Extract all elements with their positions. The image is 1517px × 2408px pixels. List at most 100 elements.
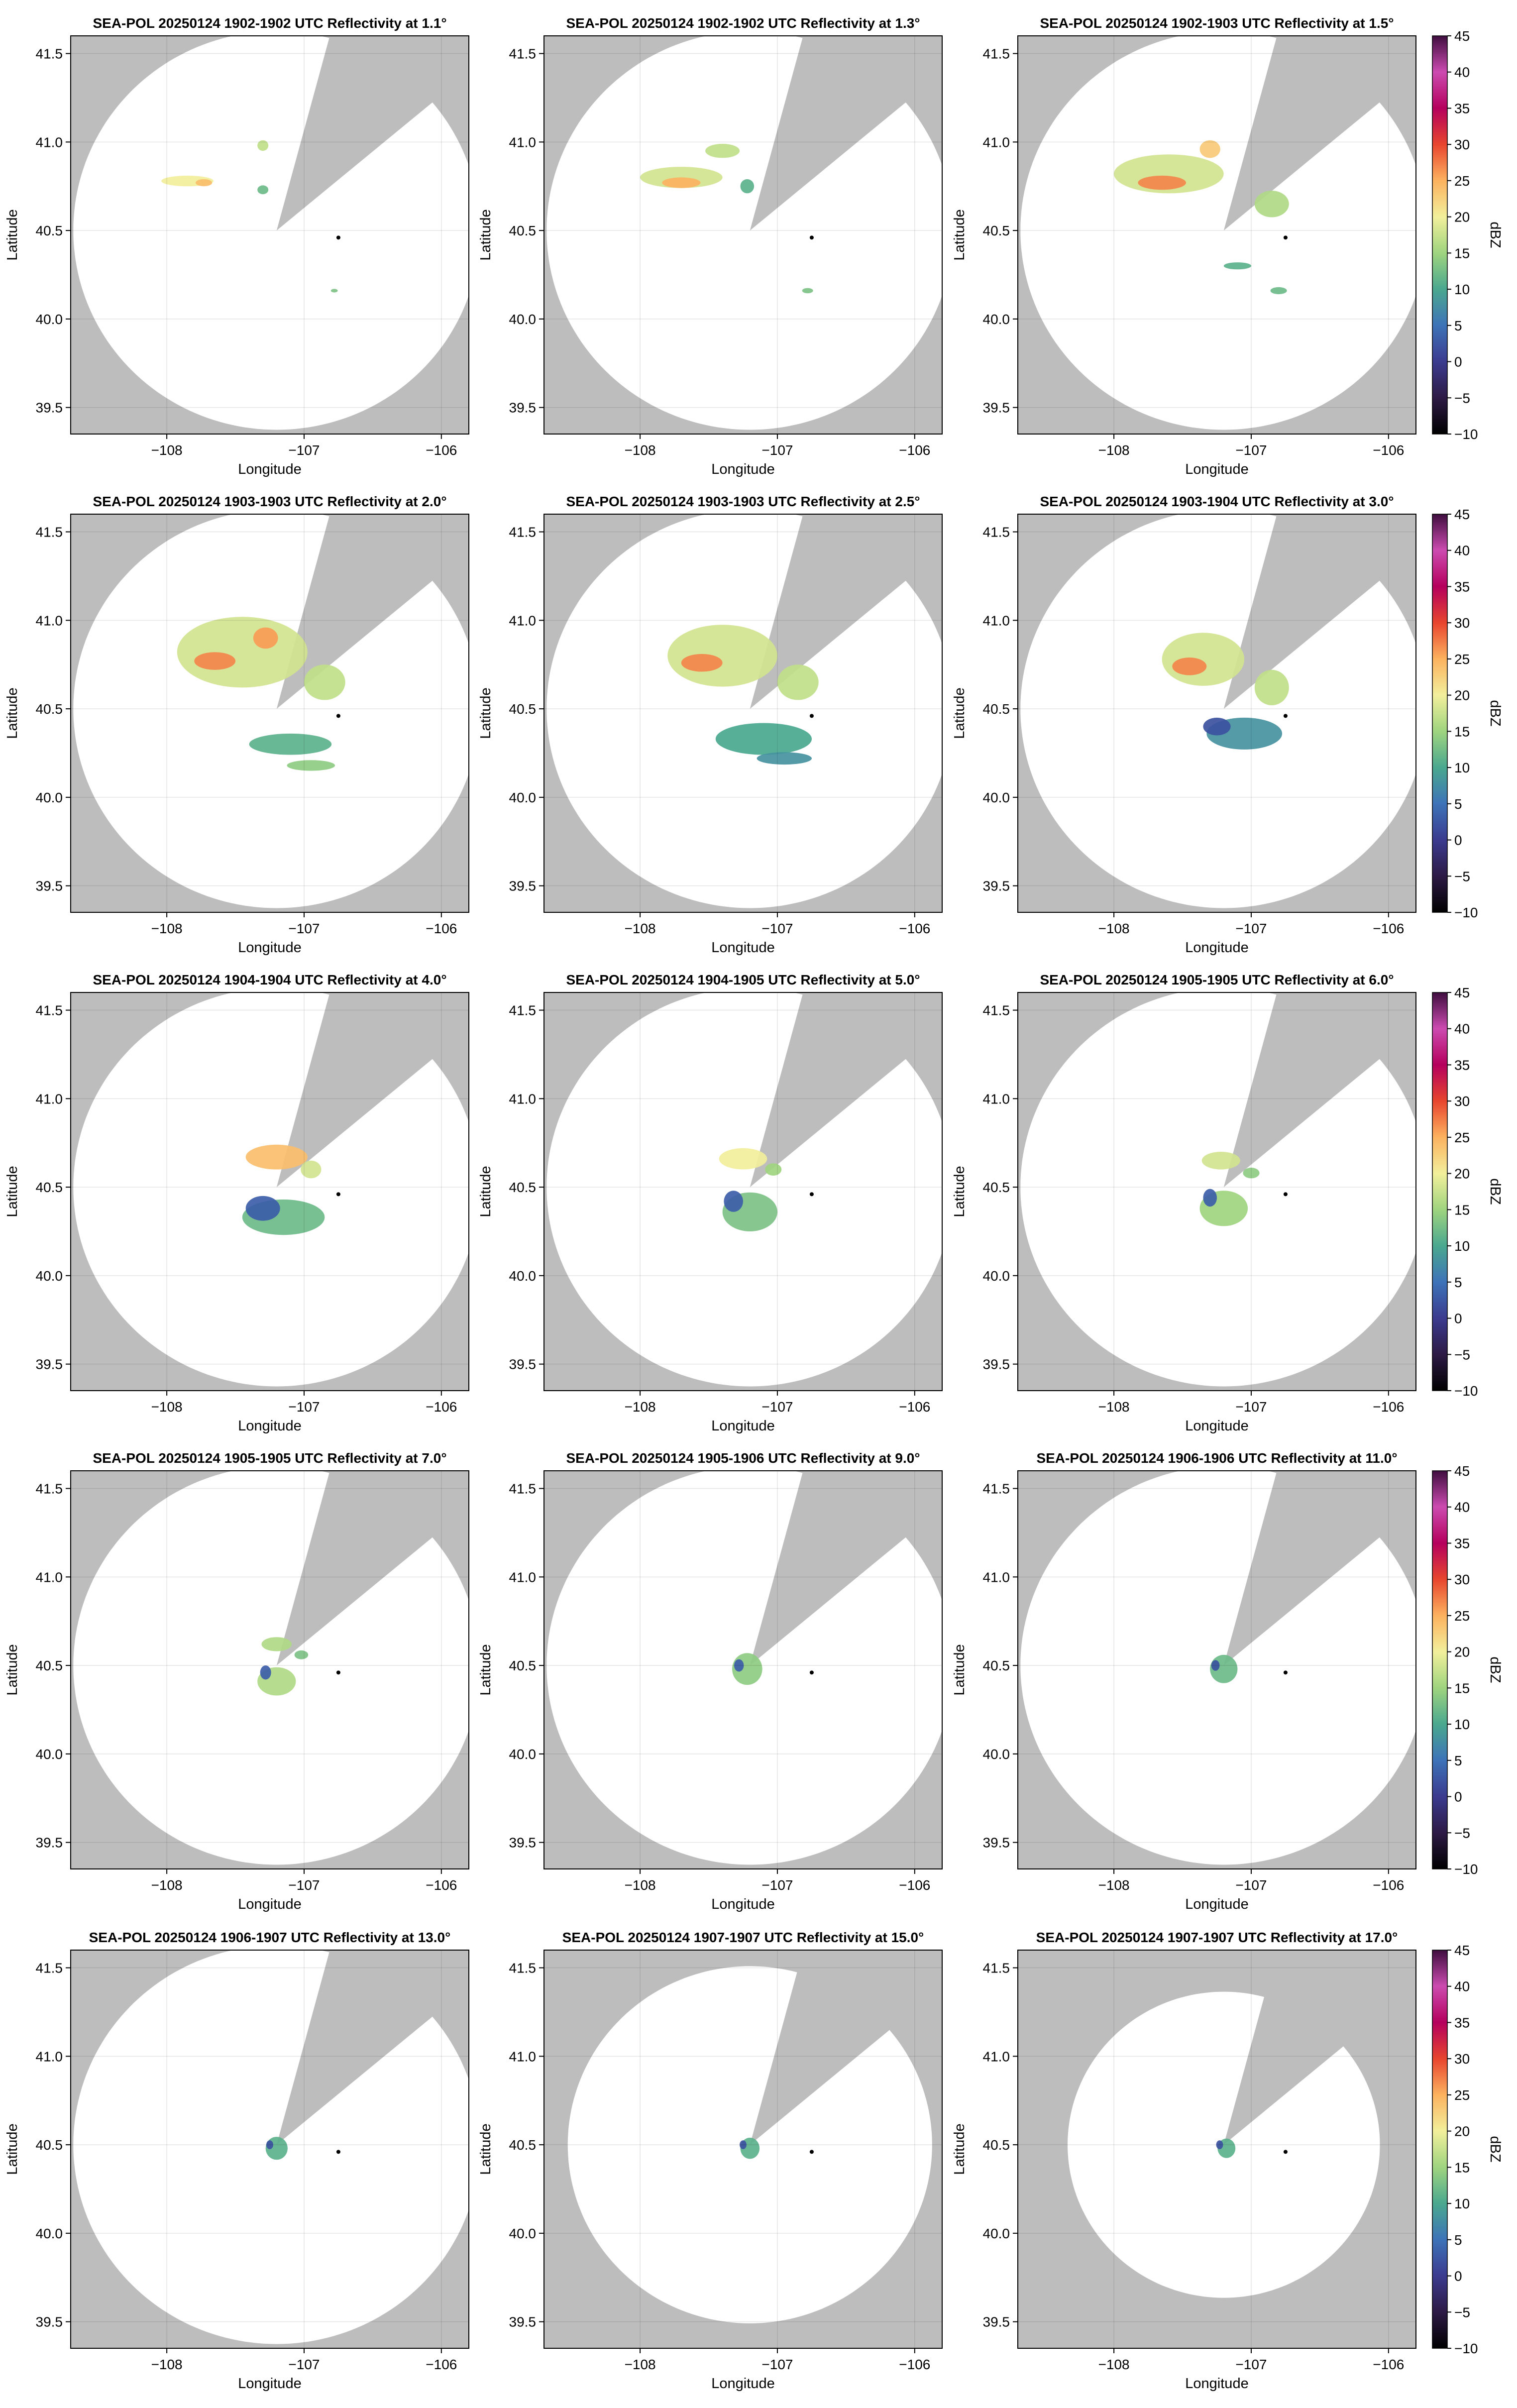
site-marker <box>1283 1192 1288 1197</box>
y-tick-label: 41.5 <box>36 1003 63 1018</box>
plot-frame <box>1017 514 1416 913</box>
y-axis-label: Latitude <box>478 2123 494 2175</box>
echo-region <box>301 1160 322 1179</box>
echo-region <box>1203 717 1231 736</box>
colorbar-tick-label: −5 <box>1454 1347 1470 1362</box>
x-tick-label: −106 <box>426 921 457 936</box>
echo-region <box>1211 1660 1220 1671</box>
y-tick-label: 40.0 <box>509 312 537 327</box>
x-tick-label: −107 <box>288 921 320 936</box>
colorbar-tick-label: 10 <box>1454 1717 1470 1732</box>
echo-region <box>253 627 278 649</box>
y-tick-label: 41.5 <box>36 1961 63 1976</box>
colorbar-ramp <box>1432 992 1448 1391</box>
panel-title: SEA-POL 20250124 1902-1902 UTC Reflectiv… <box>93 15 446 31</box>
y-tick-label: 41.0 <box>36 613 63 628</box>
panel-title: SEA-POL 20250124 1902-1903 UTC Reflectiv… <box>1040 15 1394 31</box>
x-tick-label: −106 <box>1373 2357 1404 2372</box>
y-tick-label: 41.5 <box>983 46 1010 62</box>
y-axis-label: Latitude <box>4 1166 20 1217</box>
colorbar-tick-label: 20 <box>1454 1166 1470 1182</box>
colorbar-tick-label: 25 <box>1454 2087 1470 2103</box>
y-tick-label: 41.5 <box>36 46 63 62</box>
plot-frame <box>70 514 469 913</box>
colorbar-tick-label: 10 <box>1454 282 1470 297</box>
colorbar-tick-label: 40 <box>1454 65 1470 80</box>
y-tick-label: 39.5 <box>36 1357 63 1372</box>
x-tick-label: −106 <box>1373 921 1404 936</box>
plot-frame <box>543 1470 943 1869</box>
colorbar-tick-label: 35 <box>1454 579 1470 594</box>
gridlines <box>71 1950 469 2348</box>
echo-region <box>715 723 812 755</box>
plot-frame <box>1017 1950 1416 2349</box>
y-tick-label: 41.0 <box>983 1091 1010 1106</box>
y-tick-label: 40.5 <box>509 1658 537 1673</box>
x-tick-label: −108 <box>151 1399 183 1415</box>
x-tick-label: −106 <box>899 1877 930 1893</box>
radar-panel-13: −108 −107 −106 39.5 40.0 40.5 41.0 41.5 SEA-POL … <box>4 1930 469 2392</box>
echo-region <box>260 1665 271 1680</box>
echo-region <box>194 652 236 670</box>
x-axis-label: Longitude <box>1185 940 1248 956</box>
x-tick-label: −106 <box>899 1399 930 1415</box>
x-axis-label: Longitude <box>238 1418 301 1434</box>
radar-panel-8: −108 −107 −106 39.5 40.0 40.5 41.0 41.5 SEA-POL … <box>478 972 943 1434</box>
colorbar-tick-label: −5 <box>1454 2304 1470 2320</box>
y-tick-label: 39.5 <box>983 878 1010 894</box>
echo-region <box>1172 657 1207 675</box>
y-axis-label: Latitude <box>952 209 968 260</box>
colorbar-tick-label: 40 <box>1454 1021 1470 1037</box>
colorbar-tick-label: −10 <box>1454 905 1478 920</box>
gridlines <box>1018 36 1416 434</box>
y-tick-label: 39.5 <box>983 1357 1010 1372</box>
echo-region <box>802 288 813 294</box>
gridlines <box>1018 1950 1416 2348</box>
radar-panel-11: −108 −107 −106 39.5 40.0 40.5 41.0 41.5 SEA-POL … <box>478 1450 943 1912</box>
y-axis-label: Latitude <box>4 2123 20 2175</box>
y-tick-label: 39.5 <box>983 2314 1010 2330</box>
y-tick-label: 41.0 <box>509 613 537 628</box>
y-tick-label: 39.5 <box>509 1357 537 1372</box>
colorbar-tick-label: 15 <box>1454 1202 1470 1217</box>
y-tick-label: 40.5 <box>36 1180 63 1195</box>
colorbar-label: dBZ <box>1487 700 1503 726</box>
colorbar-tick-label: 25 <box>1454 1130 1470 1145</box>
y-tick-label: 41.0 <box>509 1569 537 1585</box>
colorbar-5: 45 40 35 30 25 20 15 10 5 0 −5 −10 dBZ <box>1432 1943 1503 2356</box>
y-tick-label: 39.5 <box>509 400 537 416</box>
x-tick-label: −107 <box>288 2357 320 2372</box>
colorbar-label: dBZ <box>1487 1656 1503 1683</box>
panel-title: SEA-POL 20250124 1903-1903 UTC Reflectiv… <box>566 494 920 509</box>
radar-coverage <box>546 36 942 430</box>
x-tick-label: −108 <box>625 921 656 936</box>
x-tick-label: −108 <box>1098 2357 1130 2372</box>
x-tick-label: −108 <box>1098 1877 1130 1893</box>
panel-title: SEA-POL 20250124 1907-1907 UTC Reflectiv… <box>562 1930 924 1945</box>
echo-region <box>1216 2140 1223 2149</box>
y-tick-label: 40.5 <box>36 223 63 238</box>
site-marker <box>809 1670 814 1675</box>
y-axis-label: Latitude <box>952 687 968 739</box>
colorbar-tick-label: 15 <box>1454 245 1470 261</box>
y-tick-label: 41.5 <box>509 1961 537 1976</box>
echo-region <box>249 733 332 755</box>
x-axis-label: Longitude <box>711 461 774 477</box>
echo-region <box>177 617 308 688</box>
colorbar-tick-label: −5 <box>1454 869 1470 884</box>
site-marker <box>336 235 340 240</box>
radar-panel-10: −108 −107 −106 39.5 40.0 40.5 41.0 41.5 SEA-POL … <box>4 1450 469 1912</box>
site-marker <box>1283 714 1288 718</box>
panel-title: SEA-POL 20250124 1905-1906 UTC Reflectiv… <box>566 1450 920 1466</box>
colorbar-tick-label: 20 <box>1454 688 1470 703</box>
y-tick-label: 41.0 <box>983 2049 1010 2064</box>
colorbar-tick-label: 10 <box>1454 2196 1470 2211</box>
colorbar-ramp <box>1432 1950 1448 2349</box>
radar-coverage <box>73 992 469 1387</box>
radar-panel-9: −108 −107 −106 39.5 40.0 40.5 41.0 41.5 SEA-POL … <box>952 972 1416 1434</box>
x-axis-label: Longitude <box>711 2376 774 2392</box>
colorbar-tick-label: 30 <box>1454 615 1470 631</box>
y-tick-label: 40.5 <box>983 701 1010 717</box>
echo-region <box>266 2140 273 2149</box>
gridlines <box>1018 514 1416 912</box>
